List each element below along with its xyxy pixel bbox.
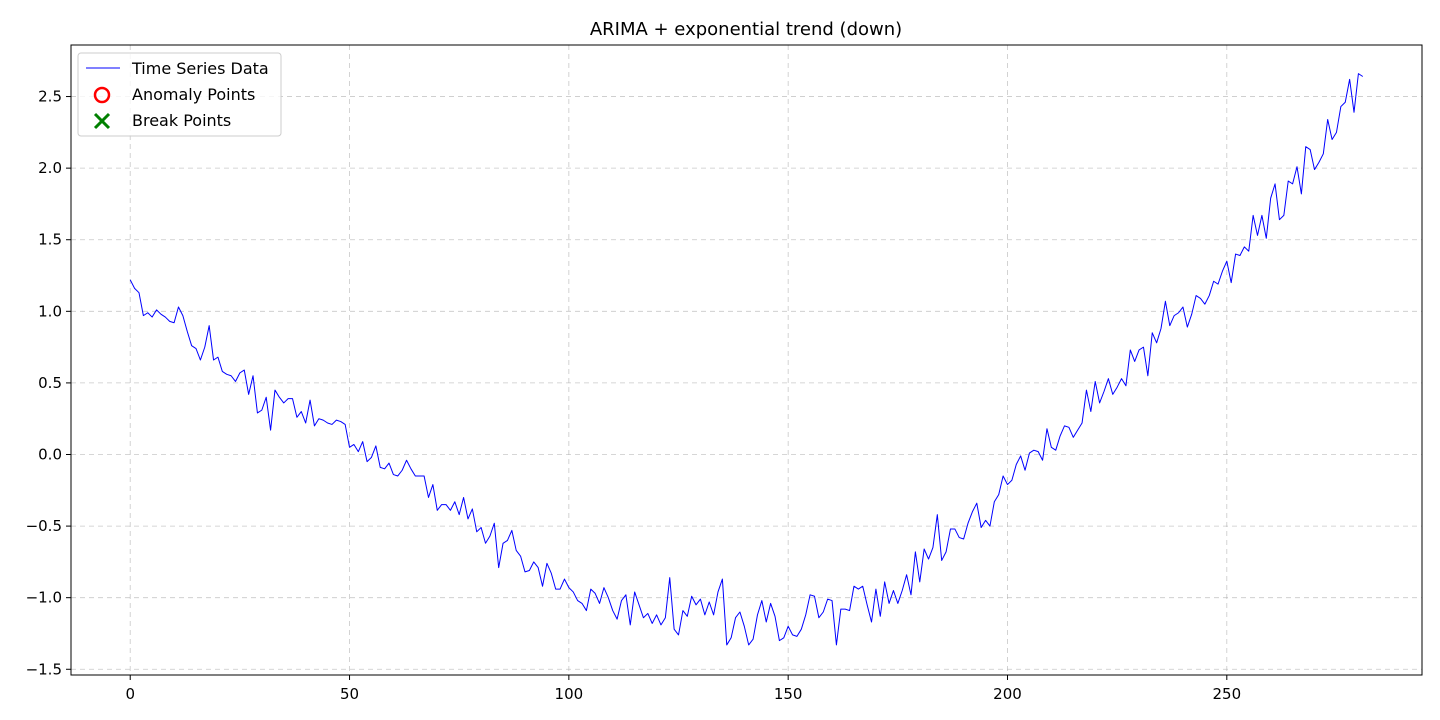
legend: Time Series Data Anomaly Points Break Po… bbox=[77, 52, 282, 137]
y-tick-label: 2.0 bbox=[38, 159, 62, 177]
chart-title: ARIMA + exponential trend (down) bbox=[590, 19, 902, 40]
series-layer bbox=[129, 73, 1364, 646]
legend-box bbox=[77, 52, 282, 137]
x-tick-label: 100 bbox=[555, 685, 584, 703]
y-tick-label: 0.5 bbox=[38, 374, 62, 392]
y-tick-label: 2.5 bbox=[38, 88, 62, 106]
legend-label-anomaly: Anomaly Points bbox=[132, 85, 255, 104]
x-tick-label: 0 bbox=[125, 685, 135, 703]
y-tick-label: −0.5 bbox=[26, 517, 62, 535]
grid bbox=[71, 45, 1422, 675]
legend-label-break: Break Points bbox=[132, 111, 231, 130]
x-tick-label: 50 bbox=[340, 685, 359, 703]
series-line-time-series-data bbox=[129, 73, 1364, 646]
y-tick-label: 1.0 bbox=[38, 302, 62, 320]
y-tick-label: −1.5 bbox=[26, 660, 62, 678]
x-tick-label: 200 bbox=[993, 685, 1022, 703]
x-axis: 0 50 100 150 200 250 bbox=[125, 675, 1241, 703]
x-tick-label: 250 bbox=[1212, 685, 1241, 703]
y-tick-label: 1.5 bbox=[38, 231, 62, 249]
y-tick-label: 0.0 bbox=[38, 446, 62, 464]
x-tick-label: 150 bbox=[774, 685, 803, 703]
legend-label-series: Time Series Data bbox=[131, 59, 269, 78]
y-axis: −1.5 −1.0 −0.5 0.0 0.5 1.0 1.5 2.0 2.5 bbox=[26, 88, 71, 678]
plot-frame bbox=[70, 44, 1423, 676]
legend-circle-icon bbox=[93, 86, 111, 104]
y-tick-label: −1.0 bbox=[26, 589, 62, 607]
legend-x-icon bbox=[93, 112, 111, 130]
